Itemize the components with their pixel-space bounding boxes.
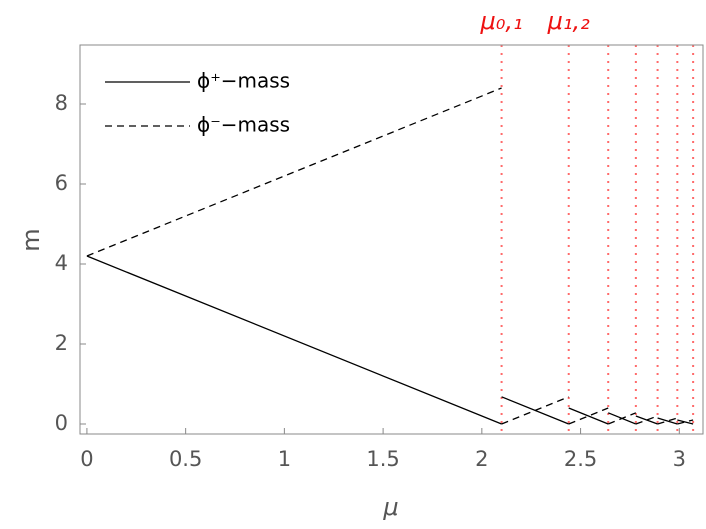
plot-frame <box>79 44 704 435</box>
series-line <box>86 255 694 425</box>
y-tick-label: 4 <box>55 251 68 275</box>
x-tick-label: 0 <box>80 447 93 471</box>
series-line <box>86 87 694 425</box>
x-tick-label: 3 <box>673 447 686 471</box>
y-axis-label: m <box>17 228 45 251</box>
annotation: μ₁,₂ <box>547 7 591 35</box>
x-tick-label: 0.5 <box>169 447 202 471</box>
x-tick-label: 1 <box>278 447 291 471</box>
x-axis-label: μ <box>382 493 398 521</box>
x-tick-label: 2.5 <box>564 447 597 471</box>
x-tick-label: 2 <box>475 447 488 471</box>
y-tick-label: 2 <box>55 331 68 355</box>
legend-label: ϕ⁻−mass <box>197 113 290 137</box>
legend-label: ϕ⁺−mass <box>197 69 290 93</box>
annotation: μ₀,₁ <box>480 7 523 35</box>
y-tick-label: 8 <box>55 91 68 115</box>
y-tick-label: 0 <box>55 411 68 435</box>
x-tick-label: 1.5 <box>366 447 399 471</box>
y-tick-label: 6 <box>55 171 68 195</box>
